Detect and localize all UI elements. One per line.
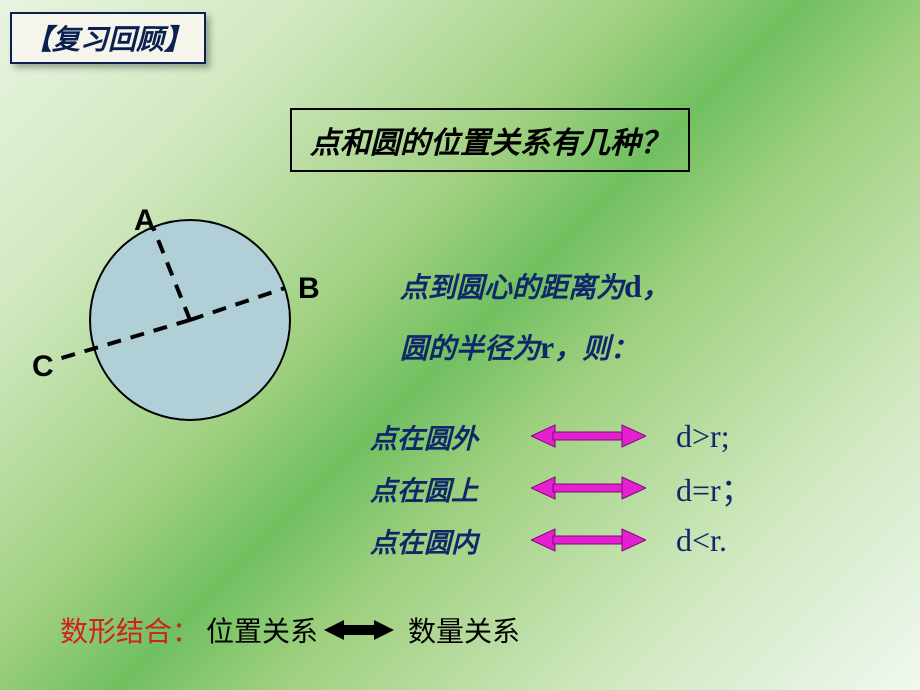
question-box: 点和圆的位置关系有几种？: [290, 108, 690, 172]
intro-var-d: d: [624, 268, 642, 304]
summary-right: 数量关系: [408, 610, 520, 650]
intro-line2-pre: 圆的半径为: [400, 334, 540, 365]
relation-row: 点在圆上 d=r；: [370, 462, 796, 514]
relation-label: 点在圆内: [370, 521, 500, 560]
point-c-label: C: [32, 350, 54, 384]
point-b-label: B: [298, 272, 320, 306]
intro-line1-pre: 点到圆心的距离为: [400, 273, 624, 304]
relation-label: 点在圆外: [370, 417, 500, 456]
intro-line2-post: ，则：: [554, 334, 638, 365]
review-header: 【复习回顾】: [10, 12, 206, 64]
black-double-arrow-icon: [324, 616, 394, 644]
circle-diagram: A B C: [40, 210, 340, 470]
summary-red: 数形结合：: [60, 610, 200, 650]
double-arrow-icon: [528, 527, 648, 553]
relation-label: 点在圆上: [370, 469, 500, 508]
diagram-svg: [40, 210, 340, 470]
relation-row: 点在圆内 d<r.: [370, 514, 796, 566]
bottom-summary: 数形结合： 位置关系 数量关系: [60, 610, 520, 650]
relation-row: 点在圆外 d>r;: [370, 410, 796, 462]
intro-text: 点到圆心的距离为d， 圆的半径为r，则：: [400, 256, 670, 378]
relation-formula: d<r.: [676, 522, 796, 559]
relation-formula: d=r；: [676, 465, 796, 511]
intro-var-r: r: [540, 329, 554, 365]
double-arrow-icon: [528, 475, 648, 501]
point-a-label: A: [134, 204, 156, 238]
intro-line1-post: ，: [642, 273, 670, 304]
relations-list: 点在圆外 d>r; 点在圆上 d=r； 点在圆内 d<r.: [370, 410, 796, 566]
summary-left: 位置关系: [206, 610, 318, 650]
relation-formula: d>r;: [676, 418, 796, 455]
double-arrow-icon: [528, 423, 648, 449]
